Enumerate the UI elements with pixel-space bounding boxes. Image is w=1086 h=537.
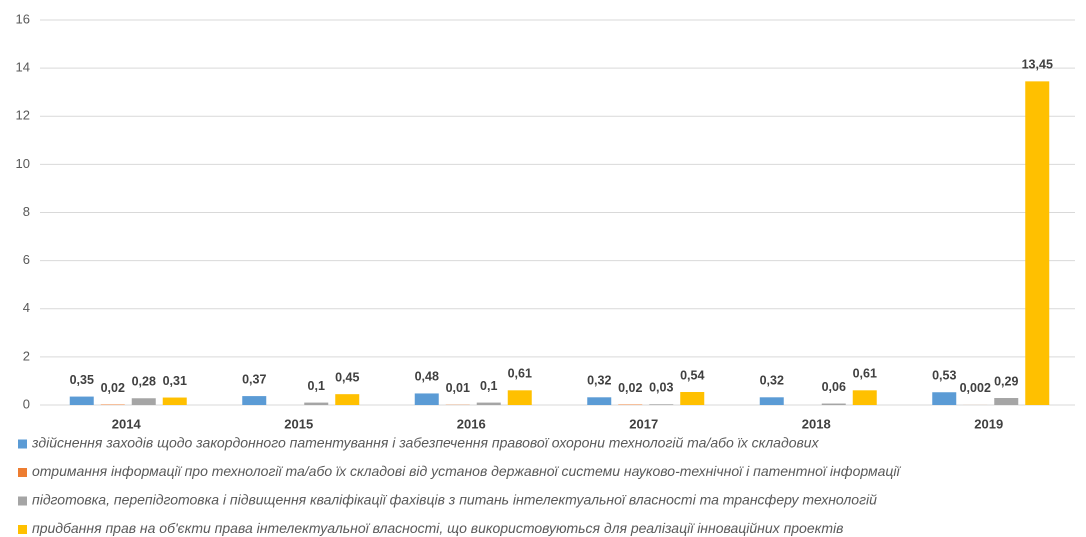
data-label: 0,35 — [70, 373, 94, 387]
data-label: 13,45 — [1022, 58, 1053, 72]
y-tick-label: 4 — [23, 300, 30, 315]
data-label: 0,002 — [960, 381, 991, 395]
legend-swatch — [18, 439, 27, 449]
data-label: 0,37 — [242, 372, 266, 386]
data-label: 0,45 — [335, 370, 359, 384]
legend-label: здійснення заходів щодо закордонного пат… — [31, 435, 820, 451]
bar — [680, 392, 705, 405]
data-label: 0,32 — [760, 374, 784, 388]
bar — [821, 403, 846, 405]
legend-swatch — [18, 525, 27, 534]
bar — [852, 390, 877, 405]
data-label: 0,31 — [163, 374, 187, 388]
data-label: 0,61 — [853, 367, 877, 381]
x-tick-label: 2014 — [112, 416, 142, 431]
bar — [131, 398, 156, 405]
bar — [587, 397, 612, 405]
bar — [162, 397, 187, 405]
legend-label: підготовка, перепідготовка і підвищення … — [32, 492, 877, 508]
bar — [759, 397, 784, 405]
data-label: 0,1 — [480, 379, 497, 393]
bar — [304, 402, 329, 405]
data-label: 0,01 — [446, 381, 470, 395]
legend-label: отримання інформації про технології та/а… — [32, 463, 902, 479]
data-label: 0,29 — [994, 374, 1018, 388]
data-label: 0,1 — [308, 379, 325, 393]
x-tick-label: 2015 — [284, 416, 313, 431]
data-label: 0,02 — [101, 381, 125, 395]
x-tick-label: 2018 — [802, 416, 831, 431]
y-tick-label: 14 — [16, 60, 30, 75]
bar — [932, 392, 957, 405]
bar — [649, 404, 674, 405]
x-tick-label: 2016 — [457, 416, 486, 431]
data-label: 0,32 — [587, 374, 611, 388]
legend-swatch — [18, 468, 27, 477]
data-label: 0,03 — [649, 381, 673, 395]
legend-swatch — [18, 496, 27, 506]
x-tick-label: 2019 — [974, 416, 1003, 431]
bar — [69, 396, 94, 405]
legend-label: придбання прав на об'єкти права інтелект… — [32, 520, 843, 536]
y-tick-label: 12 — [16, 108, 30, 123]
x-tick-label: 2017 — [629, 416, 658, 431]
y-tick-label: 10 — [16, 156, 30, 171]
data-label: 0,53 — [932, 369, 956, 383]
data-label: 0,28 — [132, 375, 156, 389]
data-label: 0,06 — [822, 380, 846, 394]
data-label: 0,02 — [618, 381, 642, 395]
bar — [335, 394, 360, 405]
data-label: 0,61 — [508, 367, 532, 381]
bar — [476, 402, 501, 405]
y-tick-label: 2 — [23, 348, 30, 363]
bar — [414, 393, 439, 405]
y-tick-label: 6 — [23, 252, 30, 267]
bar — [1025, 81, 1050, 405]
data-label: 0,54 — [680, 368, 704, 382]
data-label: 0,48 — [415, 370, 439, 384]
bar — [507, 390, 532, 405]
y-tick-label: 16 — [16, 11, 30, 26]
bar — [242, 396, 267, 405]
bar — [994, 398, 1019, 405]
y-tick-label: 0 — [23, 396, 30, 411]
y-tick-label: 8 — [23, 204, 30, 219]
